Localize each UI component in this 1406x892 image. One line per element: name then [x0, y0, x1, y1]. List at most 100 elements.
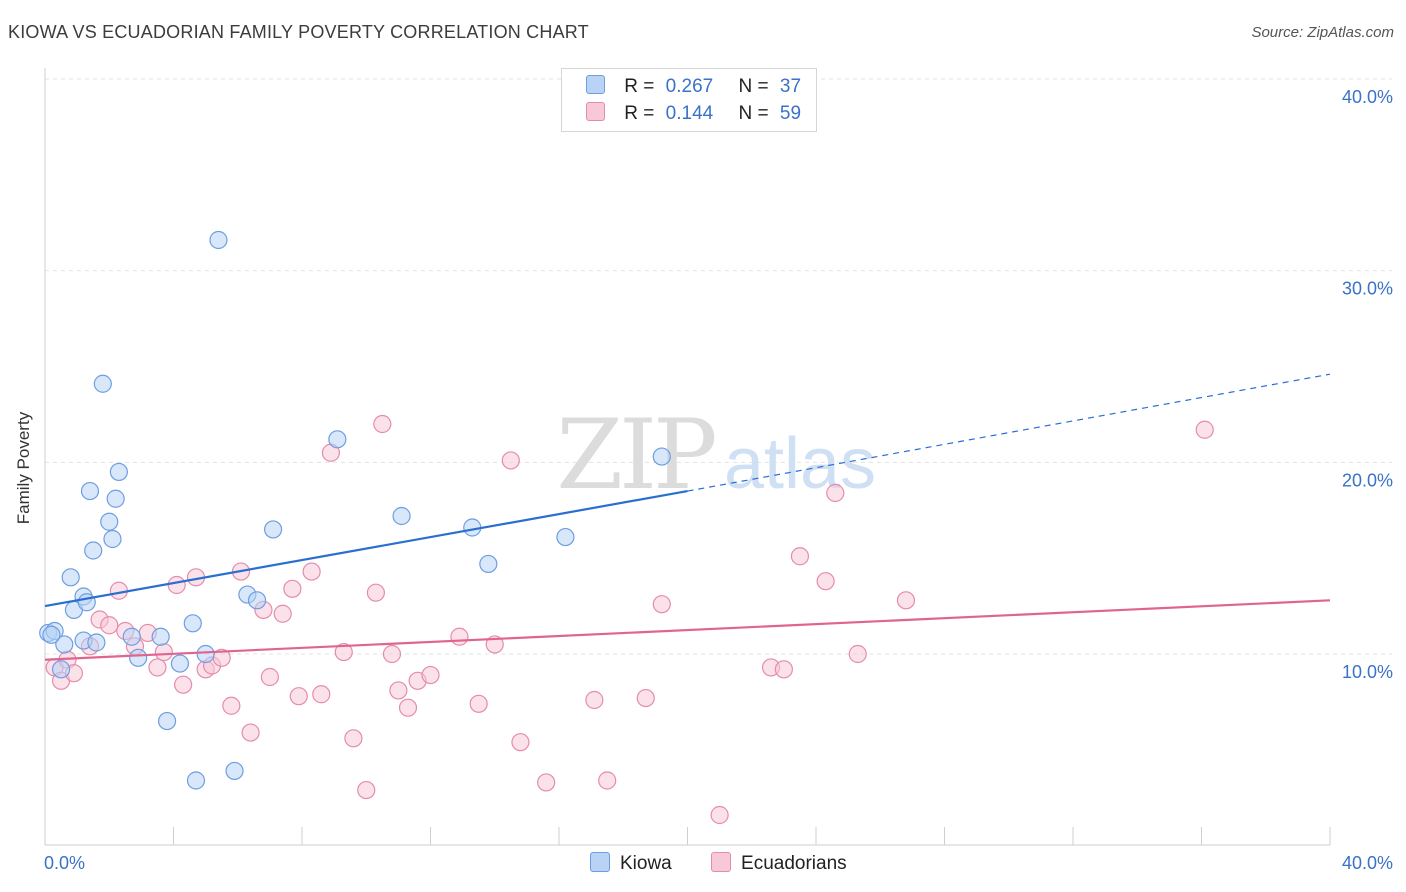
kiowa-point: [170, 654, 190, 673]
ecuadorian-point: [469, 694, 488, 713]
ecuadorian-point: [511, 733, 530, 752]
legend-ecuadorians-label: Ecuadorians: [741, 853, 847, 874]
watermark-atlas: atlas: [724, 424, 876, 504]
ecuadorian-point: [398, 698, 418, 717]
ecuadorian-point: [1195, 420, 1214, 439]
ecuadorian-point: [222, 696, 241, 715]
ecuadorian-point: [148, 658, 167, 677]
kiowa-point: [106, 489, 125, 508]
ecuadorian-point: [389, 681, 408, 700]
kiowa-swatch: [590, 852, 610, 872]
legend-n-value: 37: [779, 76, 802, 97]
kiowa-point: [247, 591, 267, 610]
kiowa-point: [109, 462, 128, 482]
kiowa-point: [392, 506, 411, 526]
ecuadorian-point: [373, 414, 392, 434]
watermark-zip: ZIP: [556, 399, 715, 511]
kiowa-point: [652, 447, 671, 466]
ecuadorian-point: [636, 688, 655, 708]
ecuadorian-point: [826, 483, 845, 503]
ecuadorian-point: [312, 685, 331, 704]
legend-r-value: 0.267: [665, 76, 714, 97]
series-legend: Kiowa Ecuadorians: [590, 852, 881, 875]
kiowa-point: [209, 230, 228, 250]
ecuadorian-point: [273, 604, 292, 623]
legend-r-label: R =: [624, 76, 655, 97]
ecuadorian-trend-line: [44, 599, 1331, 661]
ecuadorian-point: [896, 591, 916, 610]
ecuadorian-point: [710, 805, 729, 825]
kiowa-point: [77, 593, 96, 612]
legend-row-ecuadorians: R = 0.144 N = 59: [586, 102, 801, 126]
kiowa-point: [479, 554, 498, 574]
kiowa-point: [80, 481, 100, 501]
ecuadorians-swatch: [586, 102, 605, 121]
ecuadorian-point: [382, 644, 402, 664]
kiowa-point: [122, 627, 141, 646]
kiowa-point: [84, 541, 103, 560]
legend-row-kiowa: R = 0.267 N = 37: [586, 75, 801, 99]
legend-n-label: N =: [738, 103, 769, 124]
ecuadorian-point: [816, 572, 835, 591]
legend-r-label: R =: [624, 103, 655, 124]
ecuadorian-point: [774, 660, 793, 679]
x-tick-label: 0.0%: [44, 853, 85, 873]
ecuadorian-point: [344, 729, 363, 748]
ecuadorian-point: [366, 583, 385, 602]
legend-r-value: 0.144: [665, 103, 714, 124]
ecuadorian-point: [537, 773, 556, 792]
kiowa-point: [87, 633, 106, 652]
y-tick-label: 30.0%: [1342, 279, 1393, 299]
y-tick-label: 40.0%: [1342, 87, 1393, 107]
x-tick-label: 40.0%: [1342, 853, 1393, 873]
legend-kiowa-label: Kiowa: [620, 853, 672, 874]
kiowa-point: [186, 771, 206, 790]
kiowa-point: [183, 614, 202, 633]
kiowa-point: [51, 660, 71, 679]
ecuadorian-point: [585, 690, 604, 710]
y-tick-label: 20.0%: [1342, 470, 1393, 490]
correlation-legend: R = 0.267 N = 37 R = 0.144 N = 59: [561, 68, 817, 132]
legend-item-ecuadorians: Ecuadorians: [711, 852, 847, 875]
ecuadorian-point: [598, 771, 617, 790]
kiowa-point: [151, 627, 170, 646]
kiowa-point: [93, 374, 112, 393]
ecuadorian-point: [302, 562, 321, 581]
kiowa-point: [103, 529, 122, 549]
kiowa-swatch: [586, 75, 605, 94]
kiowa-point: [328, 430, 347, 449]
kiowa-point: [61, 568, 80, 587]
kiowa-point: [157, 711, 177, 731]
ecuadorian-point: [848, 644, 867, 664]
ecuadorian-point: [450, 627, 469, 646]
ecuadorian-point: [289, 687, 308, 706]
kiowa-point: [55, 635, 74, 654]
kiowa-point: [225, 761, 244, 781]
ecuadorian-point: [501, 451, 520, 470]
kiowa-point: [129, 648, 148, 667]
ecuadorian-point: [790, 547, 810, 566]
kiowa-point: [263, 520, 283, 539]
ecuadorian-point: [100, 616, 119, 635]
ecuadorian-point: [283, 579, 302, 598]
legend-item-kiowa: Kiowa: [590, 852, 672, 875]
kiowa-point: [556, 527, 575, 547]
source-label: Source: ZipAtlas.com: [1251, 24, 1394, 41]
ecuadorian-point: [174, 675, 193, 694]
ecuadorian-point: [357, 780, 376, 800]
kiowa-point: [196, 644, 215, 664]
ecuadorian-point: [154, 642, 173, 662]
y-tick-label: 10.0%: [1342, 662, 1393, 682]
ecuadorian-point: [421, 665, 440, 685]
kiowa-point: [100, 512, 119, 531]
ecuadorian-point: [241, 723, 260, 742]
ecuadorian-point: [334, 642, 353, 662]
kiowa-trend-line: [44, 490, 688, 608]
ecuadorian-point: [167, 575, 186, 595]
kiowa-trend-extension: [687, 373, 1331, 492]
ecuadorian-point: [652, 595, 671, 614]
kiowa-point: [42, 625, 61, 644]
ecuadorian-point: [260, 667, 279, 687]
legend-n-label: N =: [738, 76, 769, 97]
